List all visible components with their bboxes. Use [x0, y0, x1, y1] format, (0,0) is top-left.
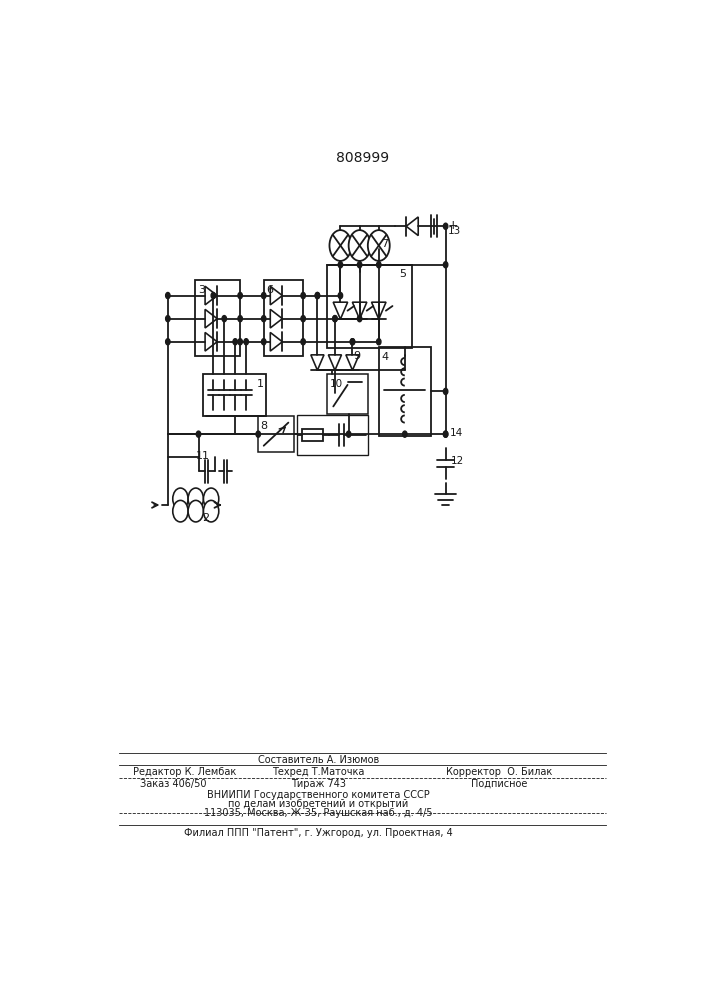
Circle shape: [443, 262, 448, 268]
Circle shape: [188, 500, 204, 522]
Circle shape: [358, 316, 362, 322]
Circle shape: [350, 339, 355, 345]
Circle shape: [315, 292, 320, 299]
Polygon shape: [372, 302, 386, 319]
Text: 808999: 808999: [336, 151, 389, 165]
Circle shape: [211, 292, 216, 299]
Circle shape: [338, 292, 343, 299]
Polygon shape: [311, 355, 324, 370]
Circle shape: [165, 292, 170, 299]
Circle shape: [204, 488, 218, 510]
Bar: [327, 374, 368, 414]
Text: Техред Т.Маточка: Техред Т.Маточка: [272, 767, 365, 777]
Circle shape: [301, 292, 305, 299]
Text: 11: 11: [196, 451, 210, 461]
Text: 1: 1: [257, 379, 264, 389]
Polygon shape: [270, 309, 282, 328]
Polygon shape: [346, 355, 359, 370]
Circle shape: [173, 488, 188, 510]
Text: 5: 5: [399, 269, 407, 279]
Circle shape: [262, 339, 266, 345]
Circle shape: [256, 431, 260, 437]
Polygon shape: [407, 217, 419, 236]
Circle shape: [443, 388, 448, 395]
Circle shape: [262, 316, 266, 322]
Bar: [327, 265, 411, 348]
Text: 10: 10: [329, 379, 343, 389]
Circle shape: [443, 431, 448, 437]
Text: 9: 9: [354, 351, 361, 361]
Circle shape: [443, 431, 448, 437]
Text: Филиал ППП "Патент", г. Ужгород, ул. Проектная, 4: Филиал ППП "Патент", г. Ужгород, ул. Про…: [184, 828, 453, 838]
Text: ВНИИПИ Государственного комитета СССР: ВНИИПИ Государственного комитета СССР: [207, 790, 430, 800]
Text: по делам изобретений и открытий: по делам изобретений и открытий: [228, 799, 409, 809]
Circle shape: [204, 500, 218, 522]
Circle shape: [301, 316, 305, 322]
Circle shape: [377, 262, 381, 268]
Polygon shape: [328, 355, 341, 370]
Bar: [297, 415, 368, 455]
Text: 12: 12: [451, 456, 464, 466]
Text: +: +: [448, 219, 458, 232]
Text: Тираж 743: Тираж 743: [291, 779, 346, 789]
Polygon shape: [205, 309, 217, 328]
Circle shape: [233, 339, 238, 345]
Polygon shape: [270, 286, 282, 305]
Text: 7: 7: [382, 239, 389, 249]
Circle shape: [338, 262, 343, 268]
Text: 8: 8: [260, 421, 267, 431]
Circle shape: [188, 488, 204, 510]
Circle shape: [368, 230, 390, 261]
Circle shape: [443, 223, 448, 229]
Bar: [379, 347, 431, 436]
Circle shape: [358, 262, 362, 268]
Polygon shape: [270, 332, 282, 351]
Bar: [204, 374, 267, 416]
Circle shape: [377, 339, 381, 345]
Text: 4: 4: [382, 352, 389, 362]
Circle shape: [301, 339, 305, 345]
Circle shape: [329, 230, 351, 261]
Circle shape: [238, 316, 243, 322]
Text: 13: 13: [448, 226, 461, 236]
Circle shape: [165, 316, 170, 322]
Circle shape: [349, 230, 370, 261]
Circle shape: [333, 316, 337, 322]
Text: 6: 6: [267, 285, 274, 295]
Bar: [264, 280, 303, 356]
Circle shape: [197, 431, 201, 437]
Circle shape: [315, 292, 320, 299]
Circle shape: [238, 339, 243, 345]
Text: 2: 2: [201, 513, 209, 523]
Circle shape: [173, 500, 188, 522]
Text: 3: 3: [198, 285, 205, 295]
Circle shape: [346, 431, 351, 437]
Text: Подписное: Подписное: [471, 779, 527, 789]
Circle shape: [262, 292, 266, 299]
Text: 113035, Москва, Ж-35, Раушская наб., д. 4/5: 113035, Москва, Ж-35, Раушская наб., д. …: [204, 808, 433, 818]
Text: Заказ 406/50: Заказ 406/50: [140, 779, 206, 789]
Polygon shape: [205, 286, 217, 305]
Circle shape: [165, 339, 170, 345]
Circle shape: [222, 316, 226, 322]
Text: Редактор К. Лембак: Редактор К. Лембак: [133, 767, 236, 777]
Polygon shape: [205, 332, 217, 351]
Circle shape: [402, 431, 407, 437]
Text: Составитель А. Изюмов: Составитель А. Изюмов: [258, 755, 379, 765]
Bar: [195, 280, 240, 356]
Circle shape: [238, 292, 243, 299]
Polygon shape: [352, 302, 367, 319]
Polygon shape: [333, 302, 348, 319]
Circle shape: [244, 339, 248, 345]
Text: 14: 14: [450, 428, 463, 438]
Circle shape: [333, 316, 337, 322]
Text: Корректор  О. Билак: Корректор О. Билак: [446, 767, 552, 777]
Bar: [302, 429, 323, 441]
Circle shape: [350, 339, 355, 345]
Bar: [258, 416, 294, 452]
